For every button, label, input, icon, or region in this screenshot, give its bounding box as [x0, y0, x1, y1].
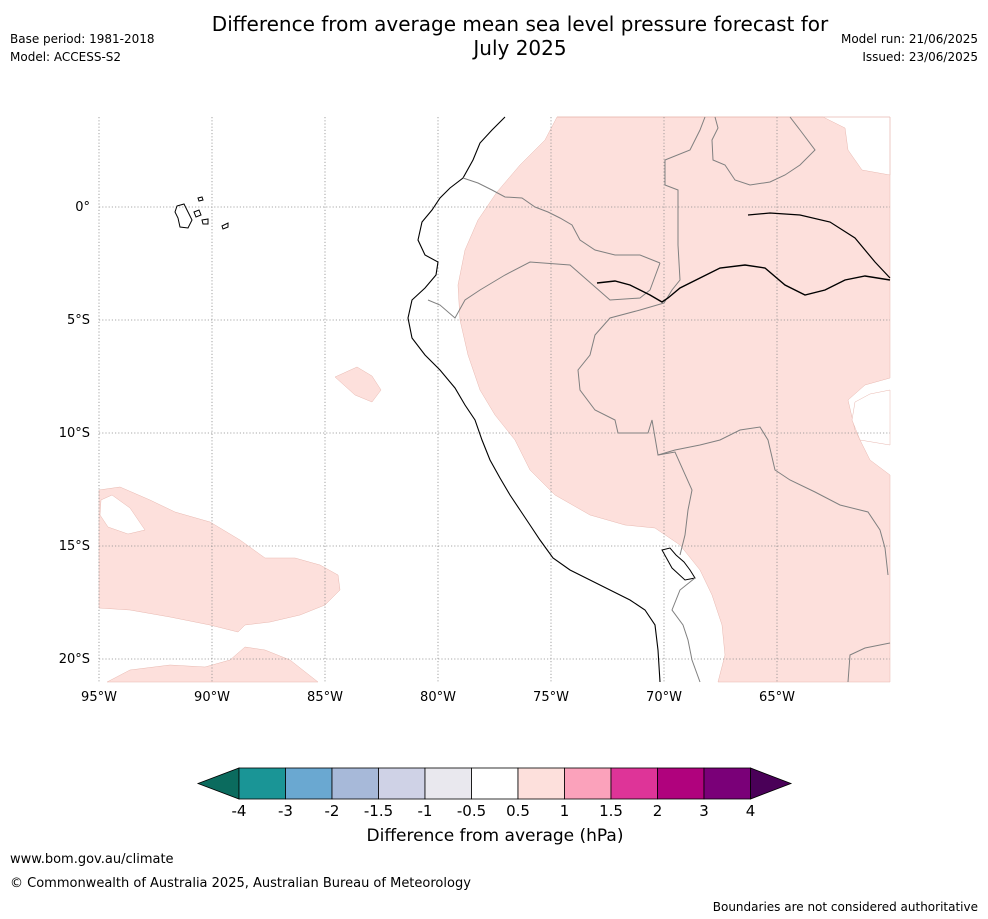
anomaly-region-pacific-small [334, 366, 382, 403]
colorbar-bin [610, 767, 658, 800]
colorbar-tick-label: 2 [653, 802, 663, 820]
map-title-line1: Difference from average mean sea level p… [211, 12, 829, 36]
colorbar-tick-label: 1.5 [599, 802, 623, 820]
issued-date: Issued: 23/06/2025 [862, 50, 978, 64]
model-run: Model run: 21/06/2025 [840, 32, 978, 46]
anomaly-hole-east [851, 389, 891, 446]
river-amazon [596, 264, 891, 303]
model-name: Model: ACCESS-S2 [10, 50, 122, 64]
colorbar-bin [238, 767, 286, 800]
lat-label-5s: 5°S [67, 313, 90, 328]
lat-label-10s: 10°S [59, 426, 90, 441]
lon-label-75w: 75°W [533, 690, 569, 705]
footer-copyright: © Commonwealth of Australia 2025, Austra… [10, 876, 471, 891]
colorbar-over-arrow [750, 767, 793, 800]
colorbar-bin [564, 767, 612, 800]
island-galapagos-4 [221, 222, 229, 230]
meta-right: Model run: 21/06/2025 Issued: 23/06/2025 [841, 32, 978, 68]
base-period: Base period: 1981-2018 [10, 32, 155, 46]
meta-left: Base period: 1981-2018 Model: ACCESS-S2 [10, 32, 155, 68]
island-lake-titicaca [661, 547, 696, 581]
river-negro [747, 212, 891, 279]
colorbar-tick-label: -2 [325, 802, 340, 820]
border-colombia-brazil [663, 116, 706, 304]
colorbar-tick-label: -4 [232, 802, 247, 820]
border-brazil-bolivia [657, 426, 889, 576]
footer-note: Boundaries are not considered authoritat… [712, 900, 978, 914]
country-borders [427, 116, 891, 683]
anomaly-holes [99, 389, 891, 535]
colorbar-under-arrow [196, 767, 240, 800]
map-title-line2: July 2025 [473, 36, 567, 60]
colorbar: -4 -3 -2 -1.5 -1 -0.5 0.5 1 1.5 2 3 4 [196, 767, 793, 820]
colorbar-bin [424, 767, 472, 800]
colorbar-tick-label: -1.5 [364, 802, 393, 820]
colorbar-tick-label: 3 [699, 802, 709, 820]
coastline [407, 116, 661, 683]
lon-label-70w: 70°W [646, 690, 682, 705]
anomaly-region-pacific-south [106, 646, 319, 683]
border-venezuela [711, 116, 816, 186]
colorbar-bin [471, 767, 519, 800]
lat-label-0: 0° [75, 200, 90, 215]
anomaly-shading [98, 116, 891, 683]
colorbar-bin [331, 767, 379, 800]
lat-label-20s: 20°S [59, 652, 90, 667]
colorbar-title: Difference from average (hPa) [366, 826, 624, 846]
colorbar-bin [703, 767, 751, 800]
colorbar-bin [285, 767, 333, 800]
lon-label-80w: 80°W [420, 690, 456, 705]
colorbar-bin [517, 767, 565, 800]
border-ecuador-peru [427, 261, 661, 319]
island-galapagos-2 [193, 209, 202, 218]
island-galapagos-5 [197, 196, 204, 202]
colorbar-bin [378, 767, 426, 800]
colorbar-bin [657, 767, 705, 800]
lon-label-95w: 95°W [81, 690, 117, 705]
border-bolivia-paraguay [847, 642, 891, 683]
colorbar-tick-label: -0.5 [457, 802, 486, 820]
map-area [98, 116, 891, 683]
lat-label-15s: 15°S [59, 539, 90, 554]
axis-labels: 0° 5°S 10°S 15°S 20°S 95°W 90°W 85°W 80°… [59, 200, 795, 705]
border-colombia-ecuador [462, 177, 661, 264]
border-peru-brazil [577, 302, 693, 556]
island-galapagos-main [174, 203, 193, 229]
colorbar-tick-label: -3 [278, 802, 293, 820]
anomaly-region-pacific-west [98, 486, 341, 633]
islands [174, 196, 696, 581]
colorbar-tick-label: 1 [560, 802, 570, 820]
lon-label-85w: 85°W [307, 690, 343, 705]
gridlines [98, 117, 890, 682]
anomaly-hole-west [99, 494, 146, 535]
colorbar-tick-label: 0.5 [506, 802, 530, 820]
footer-url[interactable]: www.bom.gov.au/climate [10, 852, 174, 867]
colorbar-tick-label: 4 [746, 802, 756, 820]
anomaly-region-main [457, 116, 891, 683]
lon-label-90w: 90°W [194, 690, 230, 705]
lon-label-65w: 65°W [759, 690, 795, 705]
colorbar-tick-label: -1 [418, 802, 433, 820]
map-title: Difference from average mean sea level p… [180, 12, 860, 60]
border-chile-bolivia [671, 577, 701, 683]
island-galapagos-3 [201, 218, 209, 225]
